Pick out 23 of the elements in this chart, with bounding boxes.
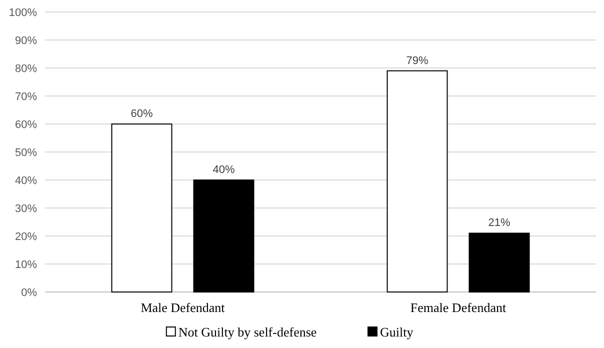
legend-label: Guilty: [380, 324, 414, 340]
bar: [111, 124, 172, 292]
y-tick-label: 50%: [14, 146, 38, 159]
bar: [468, 232, 530, 292]
x-tick-label: Male Defendant: [140, 300, 226, 315]
y-tick-label: 20%: [14, 230, 38, 243]
bar: [386, 70, 448, 292]
bar: [193, 180, 254, 292]
data-label: 60%: [130, 108, 153, 120]
y-tick-label: 10%: [14, 258, 38, 271]
legend-label: Not Guilty by self-defense: [178, 324, 317, 340]
y-tick-label: 100%: [8, 6, 38, 19]
data-label: 40%: [212, 164, 235, 176]
x-tick-label: Female Defendant: [410, 300, 506, 315]
y-tick-label: 60%: [14, 118, 38, 131]
y-tick-label: 40%: [14, 174, 38, 187]
y-tick-label: 90%: [14, 34, 38, 47]
data-label: 21%: [488, 217, 510, 230]
y-tick-label: 30%: [14, 202, 38, 215]
y-tick-label: 80%: [14, 62, 38, 75]
data-label: 79%: [406, 54, 428, 67]
y-tick-label: 0%: [21, 286, 38, 299]
y-tick-label: 70%: [14, 90, 38, 103]
